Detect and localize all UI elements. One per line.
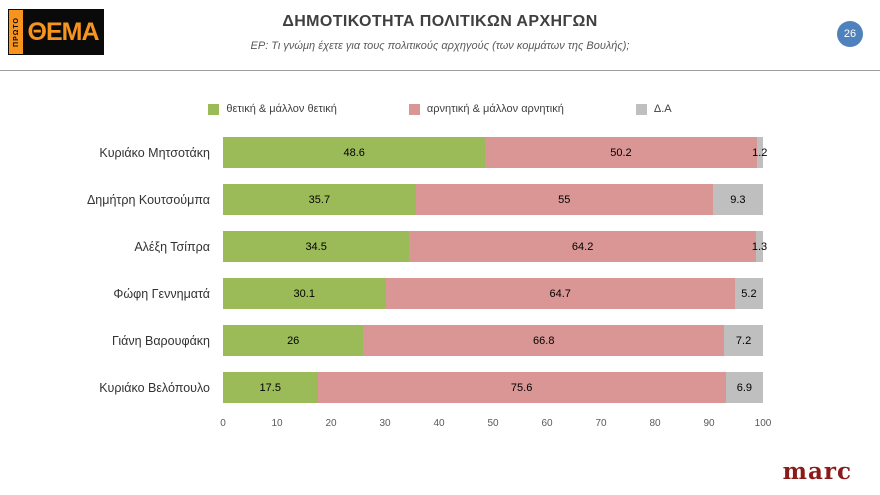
chart-legend: θετική & μάλλον θετική αρνητική & μάλλον …	[0, 103, 880, 115]
bar-segment: 6.9	[725, 372, 763, 403]
category-label: Δημήτρη Κουτσούμπα	[86, 192, 210, 207]
bar-row: Κυριάκο Βελόπουλο 17.5 75.6 6.9	[0, 364, 880, 411]
title-block: ΔΗΜΟΤΙΚΟΤΗΤΑ ΠΟΛΙΤΙΚΩΝ ΑΡΧΗΓΩΝ ΕΡ: Τι γν…	[0, 0, 880, 52]
logo-proto-strip: ΠΡΩΤΟ	[9, 10, 23, 54]
bar-segment: 66.8	[363, 325, 725, 356]
x-axis-tick-label: 70	[595, 418, 607, 429]
segment-value-label: 64.7	[549, 287, 571, 300]
x-axis-tick-label: 0	[220, 418, 226, 429]
segment-value-label: 64.2	[571, 240, 594, 253]
segment-value-label: 66.8	[533, 334, 555, 347]
chart-subtitle: ΕΡ: Τι γνώμη έχετε για τους πολιτικούς α…	[250, 40, 630, 52]
x-axis-tick-label: 80	[649, 418, 661, 429]
bar-track: 26 66.8 7.2	[223, 325, 763, 356]
segment-value-label: 75.6	[510, 381, 533, 394]
bar-segment: 5.2	[734, 278, 763, 309]
bar-track: 17.5 75.6 6.9	[223, 372, 763, 403]
bar-track: 34.5 64.2 1.3	[223, 231, 767, 262]
legend-item: Δ.Α	[635, 103, 672, 115]
x-axis-tick-label: 100	[754, 418, 772, 429]
segment-value-label: 9.3	[730, 193, 746, 206]
category-label: Κυριάκο Μητσοτάκη	[99, 145, 210, 160]
category-label: Γιάνη Βαρουφάκη	[111, 333, 210, 348]
x-axis-tick-label: 20	[325, 418, 337, 429]
bar-segment: 34.5	[223, 231, 410, 262]
segment-value-label: 26	[287, 334, 300, 347]
bar-segment: 75.6	[317, 372, 726, 403]
segment-value-label: 55	[558, 193, 571, 206]
x-axis-tick-label: 90	[703, 418, 715, 429]
segment-value-label: 1.3	[751, 240, 768, 253]
legend-swatch	[635, 103, 647, 115]
legend-label: Δ.Α	[653, 103, 672, 115]
x-axis-tick-label: 60	[541, 418, 553, 429]
bar-segment: 1.3	[752, 231, 767, 262]
x-axis-tick-label: 50	[487, 418, 499, 429]
bar-segment: 1.2	[752, 137, 767, 168]
bar-segment: 30.1	[223, 278, 386, 309]
category-label: Κυριάκο Βελόπουλο	[99, 380, 210, 395]
legend-swatch	[208, 103, 220, 115]
bar-row: Αλέξη Τσίπρα 34.5 64.2 1.3	[0, 223, 880, 270]
bar-row: Κυριάκο Μητσοτάκη 48.6 50.2 1.2	[0, 129, 880, 176]
category-label: Αλέξη Τσίπρα	[134, 239, 210, 254]
segment-value-label: 1.2	[752, 146, 768, 159]
bar-rows: Κυριάκο Μητσοτάκη 48.6 50.2 1.2 Δημήτρη Κουτ…	[0, 129, 880, 411]
segment-value-label: 17.5	[259, 381, 281, 394]
bar-row: Φώφη Γεννηματά 30.1 64.7 5.2	[0, 270, 880, 317]
segment-value-label: 6.9	[736, 381, 752, 394]
bar-segment: 17.5	[223, 372, 318, 403]
bar-segment: 64.2	[409, 231, 756, 262]
page-title: ΔΗΜΟΤΙΚΟΤΗΤΑ ΠΟΛΙΤΙΚΩΝ ΑΡΧΗΓΩΝ	[282, 13, 598, 30]
x-axis-tick-label: 10	[271, 418, 283, 429]
legend-item: αρνητική & μάλλον αρνητική	[408, 103, 564, 115]
x-axis-tick-label: 40	[433, 418, 445, 429]
segment-value-label: 48.6	[343, 146, 365, 159]
bar-segment: 55	[415, 184, 713, 215]
segment-value-label: 30.1	[293, 287, 315, 300]
category-label: Φώφη Γεννηματά	[113, 286, 210, 301]
page-number-badge: 26	[837, 21, 863, 47]
popularity-chart: θετική & μάλλον θετική αρνητική & μάλλον …	[0, 71, 880, 432]
segment-value-label: 5.2	[741, 287, 757, 300]
logo-main-text: ΘΕΜΑ	[27, 17, 100, 46]
bar-row: Δημήτρη Κουτσούμπα 35.7 55 9.3	[0, 176, 880, 223]
bar-segment: 50.2	[485, 137, 757, 168]
legend-label: θετική & μάλλον θετική	[226, 103, 337, 115]
protothema-logo: ΠΡΩΤΟ ΘΕΜΑ	[8, 9, 104, 55]
bar-segment: 26	[223, 325, 364, 356]
segment-value-label: 50.2	[610, 146, 632, 159]
bar-track: 35.7 55 9.3	[223, 184, 763, 215]
logo-vertical-text: ΠΡΩΤΟ	[12, 17, 20, 47]
legend-label: αρνητική & μάλλον αρνητική	[426, 103, 564, 115]
bar-segment: 9.3	[712, 184, 763, 215]
bar-segment: 64.7	[385, 278, 735, 309]
bar-track: 48.6 50.2 1.2	[223, 137, 767, 168]
bar-segment: 48.6	[223, 137, 486, 168]
header: ΠΡΩΤΟ ΘΕΜΑ ΔΗΜΟΤΙΚΟΤΗΤΑ ΠΟΛΙΤΙΚΩΝ ΑΡΧΗΓΩ…	[0, 0, 880, 71]
segment-value-label: 35.7	[308, 193, 331, 206]
legend-item: θετική & μάλλον θετική	[208, 103, 337, 115]
marc-logo: marc	[782, 458, 852, 485]
bar-segment: 35.7	[223, 184, 416, 215]
bar-track: 30.1 64.7 5.2	[223, 278, 763, 309]
segment-value-label: 7.2	[735, 334, 752, 347]
bar-segment: 7.2	[724, 325, 763, 356]
segment-value-label: 34.5	[305, 240, 327, 253]
bar-row: Γιάνη Βαρουφάκη 26 66.8 7.2	[0, 317, 880, 364]
x-axis: 0 10 20 30 40 50 60 70 80 90 100	[220, 416, 771, 432]
legend-swatch	[408, 103, 420, 115]
x-axis-tick-label: 30	[379, 418, 391, 429]
